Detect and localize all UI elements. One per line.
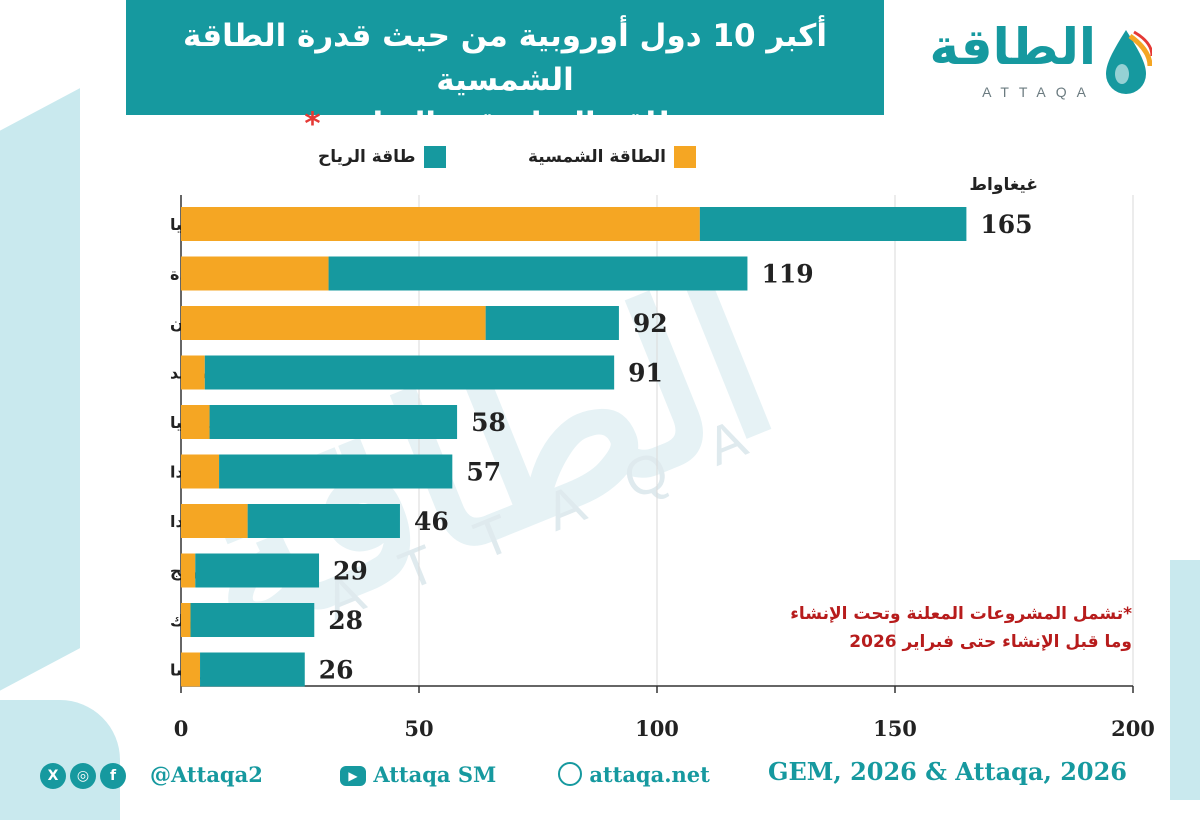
total-label: 57: [466, 458, 501, 487]
title-banner: أكبر 10 دول أوروبية من حيث قدرة الطاقة ا…: [126, 0, 884, 142]
background-shape-right: [1170, 560, 1200, 800]
logo-latin-text: ATTAQA: [982, 84, 1096, 100]
x-tick-label: 50: [404, 716, 433, 741]
attaqa-logo: الطاقة ATTAQA: [930, 18, 1160, 108]
chart-title-line2: وطاقة الرياح قيد التطوير*: [126, 102, 884, 146]
bar-segment: [181, 207, 700, 241]
bar-segment: [209, 405, 458, 439]
total-label: 29: [333, 557, 368, 586]
chart-title-text: وطاقة الرياح قيد التطوير: [320, 106, 706, 142]
bar-segment: [181, 355, 205, 390]
bar-segment: [181, 652, 201, 687]
bar-segment: [181, 405, 210, 439]
website-link[interactable]: attaqa.net: [558, 762, 710, 787]
total-label: 119: [761, 260, 813, 289]
total-label: 46: [414, 507, 449, 536]
footer: X ◎ f @Attaqa2 ▶ Attaqa SM attaqa.net GE…: [0, 755, 1200, 800]
legend-solar: الطاقة الشمسية: [528, 142, 696, 172]
total-label: 28: [328, 606, 363, 635]
legend-wind-label: طاقة الرياح: [318, 147, 416, 167]
title-asterisk: *: [304, 106, 321, 142]
footnote-line1: *تشمل المشروعات المعلنة وتحت الإنشاء: [790, 604, 1132, 624]
x-icon[interactable]: X: [40, 763, 66, 789]
bar-segment: [181, 603, 191, 637]
legend-solar-label: الطاقة الشمسية: [528, 147, 666, 167]
bar-segment: [247, 504, 400, 538]
unit-label: غيغاواط: [969, 175, 1038, 195]
total-label: 26: [319, 656, 354, 685]
bar-segment: [181, 256, 329, 291]
social-icons: X ◎ f: [40, 763, 126, 789]
legend-wind: طاقة الرياح: [318, 142, 446, 172]
social-handle[interactable]: @Attaqa2: [150, 762, 263, 787]
instagram-icon[interactable]: ◎: [70, 763, 96, 789]
bar-segment: [195, 553, 320, 588]
x-tick-label: 150: [873, 716, 917, 741]
footnote: *تشمل المشروعات المعلنة وتحت الإنشاء وما…: [780, 600, 1132, 656]
chart-title-line1: أكبر 10 دول أوروبية من حيث قدرة الطاقة ا…: [183, 18, 827, 98]
bar-segment: [485, 306, 619, 340]
youtube-label: Attaqa SM: [373, 762, 497, 787]
youtube-icon: ▶: [340, 766, 366, 786]
bar-chart: 050100150200إسبانيا165المملكة المتحدة119…: [170, 195, 1155, 741]
total-label: 58: [471, 408, 506, 437]
bar-segment: [328, 256, 748, 291]
youtube-link[interactable]: ▶ Attaqa SM: [340, 762, 496, 787]
bar-segment: [181, 553, 196, 588]
bar-segment: [200, 652, 305, 687]
bar-segment: [181, 306, 486, 340]
bar-segment: [181, 454, 220, 489]
source-label: GEM, 2026 & Attaqa, 2026: [768, 757, 1128, 786]
total-label: 165: [980, 210, 1032, 239]
total-label: 91: [628, 359, 663, 388]
x-tick-label: 200: [1111, 716, 1155, 741]
droplet-icon: [1106, 30, 1152, 94]
website-label: attaqa.net: [589, 762, 710, 787]
bar-segment: [699, 207, 967, 241]
globe-icon: [558, 762, 582, 786]
bar-segment: [219, 454, 453, 489]
total-label: 92: [633, 309, 668, 338]
facebook-icon[interactable]: f: [100, 763, 126, 789]
footnote-line2: وما قبل الإنشاء حتى فبراير 2026: [849, 632, 1132, 652]
x-tick-label: 0: [174, 716, 189, 741]
bar-segment: [204, 355, 615, 390]
bar-segment: [190, 603, 315, 637]
logo-arabic-text: الطاقة: [929, 18, 1096, 76]
x-tick-label: 100: [635, 716, 679, 741]
legend-solar-swatch: [673, 146, 696, 168]
bar-segment: [181, 504, 248, 538]
legend-wind-swatch: [423, 146, 446, 168]
